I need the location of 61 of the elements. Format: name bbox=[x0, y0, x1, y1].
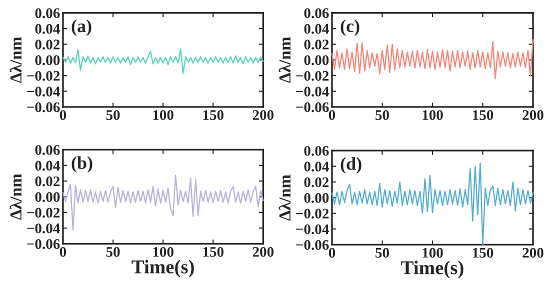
y-tick-label: 0.06 bbox=[35, 8, 60, 18]
y-tick-label: 0.06 bbox=[304, 8, 329, 18]
x-tick-label: 200 bbox=[522, 248, 544, 258]
y-axis-title: Δλ/nm bbox=[278, 36, 291, 83]
y-tick-label: −0.02 bbox=[27, 208, 60, 218]
annotation: (b) bbox=[72, 156, 92, 173]
y-tick-label: 0.02 bbox=[304, 40, 329, 50]
y-tick-label: 0.00 bbox=[304, 192, 329, 203]
y-tick-label: 0.04 bbox=[35, 160, 60, 171]
y-tick-label: 0.06 bbox=[304, 146, 329, 156]
x-axis-title: Time(s) bbox=[132, 260, 194, 278]
x-tick-label: 0 bbox=[328, 110, 336, 120]
y-tick-label: −0.06 bbox=[27, 102, 60, 112]
x-axis-title: Time(s) bbox=[401, 260, 464, 278]
y-axis-title: Δλ/nm bbox=[278, 174, 291, 221]
y-tick-label: −0.02 bbox=[296, 208, 329, 219]
annotation: (c) bbox=[340, 19, 360, 36]
y-tick-label: 0.04 bbox=[35, 24, 60, 34]
line-series bbox=[62, 174, 264, 230]
annotation: (a) bbox=[72, 19, 92, 36]
x-tick-label: 100 bbox=[153, 246, 174, 257]
x-tick-label: 50 bbox=[106, 246, 120, 257]
y-tick-label: −0.04 bbox=[27, 86, 60, 97]
y-tick-label: 0.02 bbox=[35, 40, 60, 50]
x-tick-label: 150 bbox=[203, 110, 224, 120]
y-tick-label: −0.04 bbox=[296, 224, 329, 234]
y-tick-label: 0.00 bbox=[35, 192, 60, 202]
x-tick-label: 0 bbox=[60, 110, 66, 120]
x-tick-label: 200 bbox=[252, 110, 274, 120]
line-series bbox=[62, 48, 264, 74]
x-tick-label: 0 bbox=[328, 248, 336, 258]
y-axis-title: Δλ/nm bbox=[10, 36, 22, 83]
y-tick-label: −0.04 bbox=[27, 223, 60, 234]
x-tick-label: 200 bbox=[522, 110, 544, 120]
x-tick-label: 0 bbox=[60, 246, 66, 257]
y-tick-label: 0.04 bbox=[304, 162, 329, 172]
y-tick-label: 0.00 bbox=[304, 55, 329, 66]
line-series bbox=[331, 38, 534, 80]
y-tick-label: −0.02 bbox=[27, 70, 60, 81]
x-tick-label: 100 bbox=[153, 110, 174, 120]
x-tick-label: 200 bbox=[252, 246, 274, 257]
x-tick-label: 150 bbox=[472, 110, 494, 120]
y-tick-label: −0.06 bbox=[27, 239, 60, 250]
x-tick-label: 150 bbox=[472, 248, 494, 258]
y-tick-label: 0.02 bbox=[304, 177, 329, 188]
y-tick-label: 0.02 bbox=[35, 176, 60, 186]
y-tick-label: 0.00 bbox=[35, 55, 60, 66]
y-tick-label: −0.06 bbox=[296, 240, 329, 250]
x-tick-label: 150 bbox=[203, 246, 224, 257]
x-tick-label: 100 bbox=[422, 248, 443, 258]
y-tick-label: 0.06 bbox=[35, 145, 60, 155]
y-axis-title: Δλ/nm bbox=[10, 174, 22, 220]
x-tick-label: 50 bbox=[376, 110, 389, 120]
y-tick-label: −0.06 bbox=[296, 102, 329, 112]
annotation: (d) bbox=[340, 157, 362, 174]
y-tick-label: 0.04 bbox=[304, 24, 329, 34]
y-tick-label: −0.02 bbox=[296, 70, 329, 81]
x-tick-label: 100 bbox=[422, 110, 443, 120]
x-tick-label: 50 bbox=[106, 110, 120, 120]
y-tick-label: −0.04 bbox=[296, 86, 329, 97]
x-tick-label: 50 bbox=[376, 248, 389, 258]
